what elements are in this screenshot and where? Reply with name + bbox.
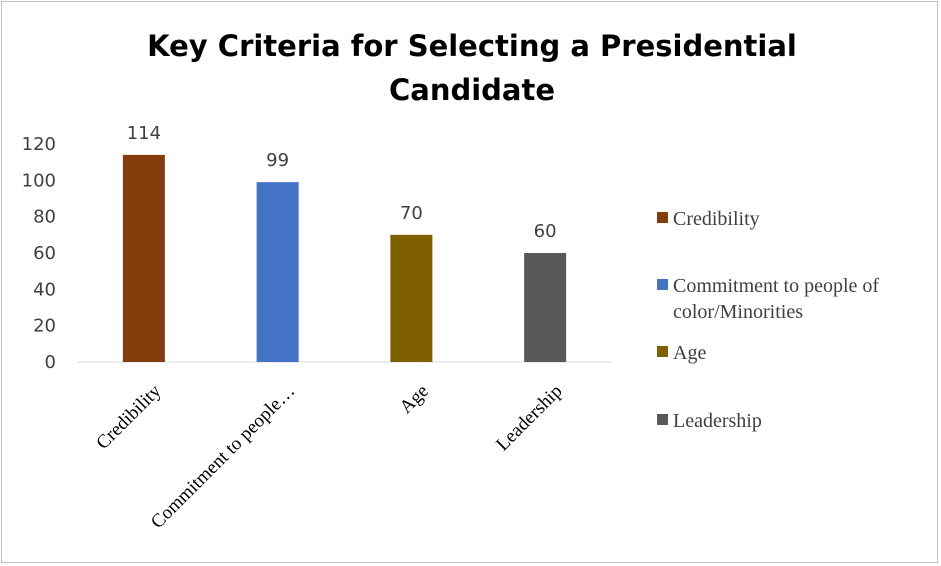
chart-title: Key Criteria for Selecting a Presidentia… [147, 29, 797, 107]
chart-title-line: Candidate [389, 73, 555, 107]
data-label: 99 [266, 150, 289, 171]
legend-label-line: Age [673, 342, 706, 364]
y-tick-label: 80 [33, 207, 56, 228]
legend-swatch [657, 346, 668, 357]
bar [256, 182, 299, 362]
y-tick-label: 100 [22, 170, 56, 191]
y-tick-label: 120 [22, 134, 56, 155]
legend-swatch [657, 279, 668, 290]
legend-swatch [657, 212, 668, 223]
legend-label-line: Leadership [673, 410, 762, 432]
legend-label-line: Commitment to people of [673, 275, 879, 297]
data-label: 114 [127, 123, 161, 144]
bar [122, 154, 165, 362]
y-tick-label: 20 [33, 316, 56, 337]
data-label: 70 [400, 203, 423, 224]
legend-label: Age [673, 342, 706, 364]
legend-label-line: Credibility [673, 208, 760, 230]
y-tick-label: 40 [33, 279, 56, 300]
bar [524, 253, 567, 362]
legend-label: Credibility [673, 208, 760, 230]
chart-title-line: Key Criteria for Selecting a Presidentia… [147, 29, 797, 63]
legend-label-line: color/Minorities [673, 301, 803, 323]
bar [390, 234, 433, 362]
category-label: Age [396, 381, 433, 418]
category-label: Credibility [92, 380, 165, 453]
y-tick-label: 60 [33, 243, 56, 264]
legend-swatch [657, 414, 668, 425]
category-label: Leadership [492, 381, 567, 456]
y-tick-label: 0 [45, 352, 56, 373]
category-label: Commitment to people… [147, 381, 299, 533]
legend-label: Commitment to people of color/Minorities [673, 275, 879, 323]
legend-label: Leadership [673, 410, 762, 432]
data-label: 60 [534, 221, 557, 242]
